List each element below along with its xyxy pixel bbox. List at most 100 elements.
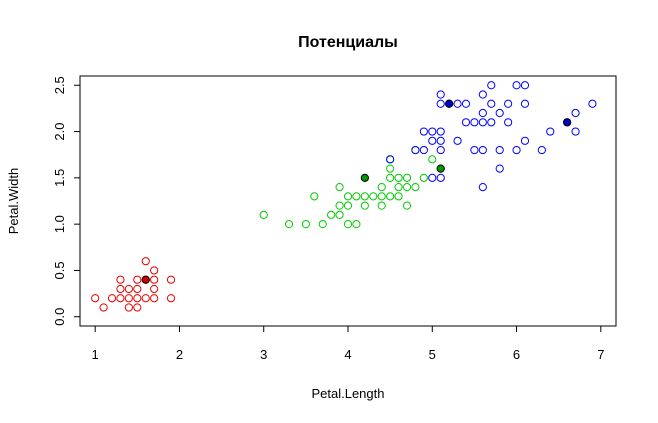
- highlighted-point: [563, 118, 572, 127]
- data-point: [150, 266, 159, 275]
- data-point: [124, 294, 133, 303]
- data-point: [133, 275, 142, 284]
- data-point: [487, 99, 496, 108]
- data-point: [571, 127, 580, 136]
- data-point: [419, 173, 428, 182]
- y-tick-label: 1.5: [52, 169, 67, 187]
- data-point: [436, 99, 445, 108]
- data-point: [411, 145, 420, 155]
- data-point: [394, 192, 403, 201]
- data-point: [512, 145, 521, 155]
- y-tick-label: 0.5: [52, 261, 67, 279]
- data-point: [428, 127, 437, 136]
- data-point: [141, 294, 150, 303]
- data-point: [133, 294, 142, 303]
- data-point: [116, 275, 125, 284]
- data-point: [360, 201, 369, 210]
- data-point: [116, 294, 125, 303]
- data-point: [133, 284, 142, 294]
- data-point: [124, 303, 133, 312]
- data-point: [520, 136, 530, 145]
- data-point: [504, 99, 513, 108]
- data-point: [495, 108, 504, 118]
- data-point: [107, 294, 117, 303]
- data-point: [428, 155, 437, 164]
- data-point: [546, 127, 555, 136]
- x-tick-label: 6: [513, 347, 520, 362]
- plot-frame: [79, 75, 617, 327]
- data-point: [588, 99, 597, 108]
- data-point: [436, 173, 445, 182]
- data-point: [470, 145, 479, 155]
- data-point: [520, 99, 530, 108]
- data-point: [428, 173, 437, 182]
- data-point: [461, 99, 471, 108]
- data-point: [335, 201, 344, 210]
- y-tick-label: 2.5: [52, 76, 67, 94]
- x-tick-label: 3: [260, 347, 267, 362]
- data-point: [124, 284, 133, 294]
- data-point: [478, 90, 487, 99]
- data-point: [284, 220, 294, 229]
- data-point: [335, 210, 344, 219]
- data-point: [537, 145, 546, 155]
- x-tick-label: 1: [92, 347, 99, 362]
- data-point: [402, 183, 412, 192]
- data-point: [150, 294, 159, 303]
- chart-title: Потенциалы: [298, 34, 398, 51]
- highlighted-point: [436, 164, 445, 173]
- data-point: [402, 201, 412, 210]
- data-point: [478, 118, 487, 127]
- data-point: [386, 192, 395, 201]
- data-point: [428, 136, 437, 145]
- data-point: [377, 183, 386, 192]
- x-axis-label: Petal.Length: [311, 386, 384, 401]
- data-point: [377, 192, 386, 201]
- data-point: [310, 192, 319, 201]
- data-point: [386, 164, 395, 173]
- data-point: [571, 108, 580, 118]
- data-point: [116, 284, 125, 294]
- data-point: [436, 136, 445, 145]
- data-point: [411, 183, 420, 192]
- data-point: [343, 192, 353, 201]
- x-axis: 1 2 3 4 5 6 7: [92, 325, 604, 362]
- y-axis: 0.0 0.5 1.0 1.5 2.0 2.5: [52, 76, 81, 326]
- highlighted-point: [445, 99, 454, 108]
- data-point: [453, 99, 462, 108]
- data-point: [318, 220, 327, 229]
- data-point: [91, 294, 100, 303]
- data-point: [453, 136, 462, 145]
- data-point: [436, 127, 445, 136]
- data-point: [386, 173, 395, 182]
- data-point: [520, 81, 530, 90]
- data-point: [512, 81, 521, 90]
- data-point: [394, 183, 403, 192]
- data-point: [327, 210, 336, 219]
- data-point: [259, 210, 268, 219]
- data-point: [478, 145, 487, 155]
- data-point: [436, 90, 445, 99]
- data-point: [470, 118, 479, 127]
- data-point: [352, 192, 361, 201]
- data-point: [487, 81, 496, 90]
- data-point: [377, 201, 386, 210]
- y-axis-label: Petal.Width: [6, 168, 21, 234]
- data-point: [487, 118, 496, 127]
- data-point: [99, 303, 108, 312]
- data-points: [91, 81, 597, 312]
- data-point: [419, 127, 428, 136]
- data-point: [150, 275, 159, 284]
- data-point: [478, 108, 487, 118]
- data-point: [166, 275, 176, 284]
- data-point: [504, 118, 513, 127]
- data-point: [141, 257, 150, 266]
- data-point: [343, 201, 353, 210]
- highlighted-point: [360, 173, 369, 182]
- data-point: [335, 183, 344, 192]
- data-point: [478, 183, 487, 192]
- x-tick-label: 4: [344, 347, 351, 362]
- x-tick-label: 5: [429, 347, 436, 362]
- data-point: [369, 192, 378, 201]
- data-point: [352, 220, 361, 229]
